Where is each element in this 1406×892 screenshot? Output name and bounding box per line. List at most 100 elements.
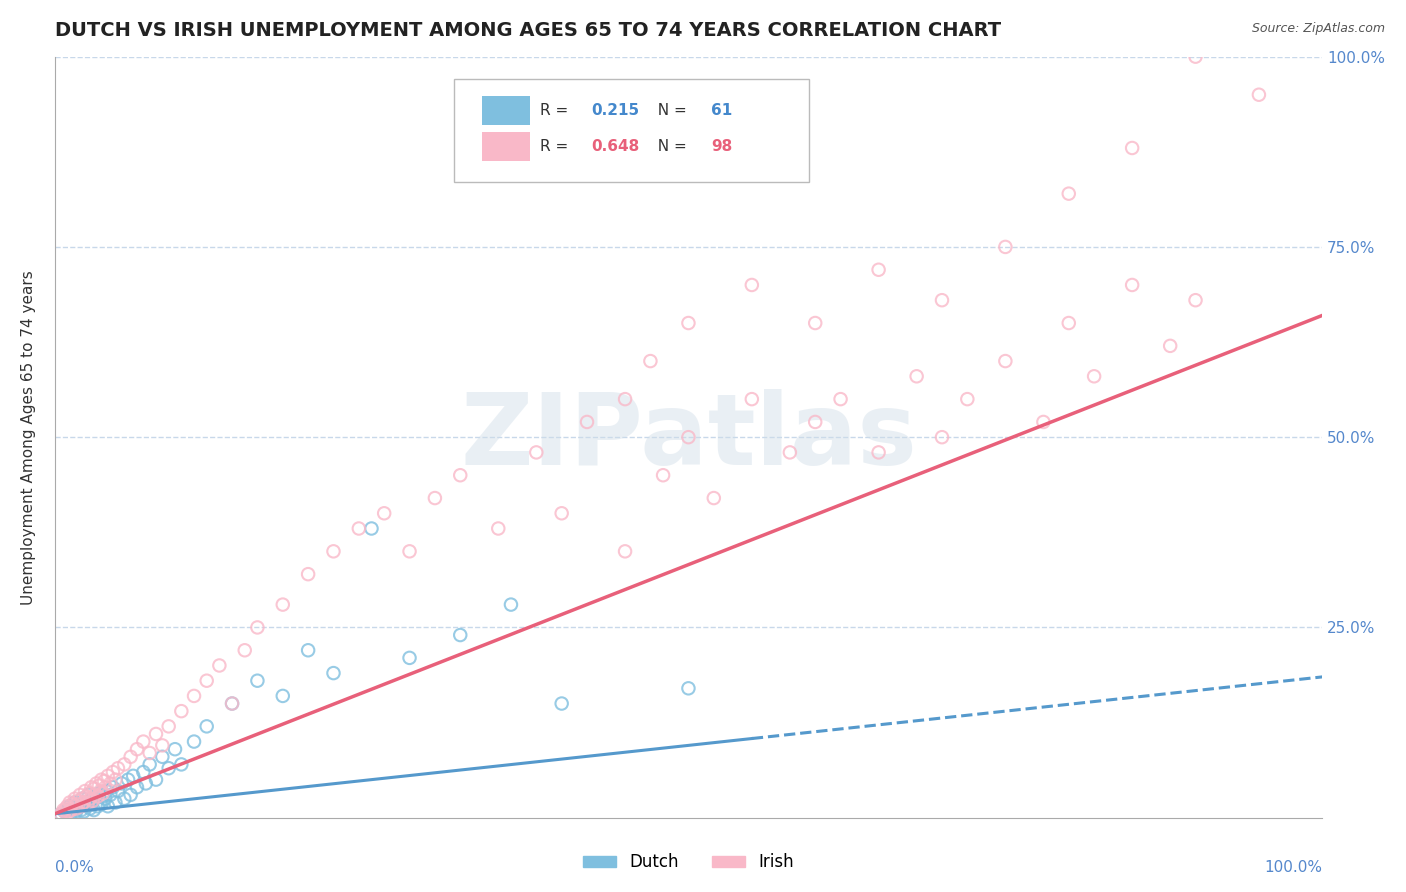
Point — [60, 797, 83, 811]
Point — [449, 628, 471, 642]
Point — [82, 794, 104, 808]
Point — [84, 788, 107, 802]
Point — [195, 719, 218, 733]
Point — [87, 786, 110, 800]
Point — [69, 799, 91, 814]
Point — [347, 521, 370, 535]
Point — [322, 666, 344, 681]
Point — [830, 392, 852, 406]
Point — [297, 567, 319, 582]
Point — [86, 776, 108, 790]
Point — [614, 392, 637, 406]
Point — [550, 697, 572, 711]
Text: 98: 98 — [711, 139, 733, 154]
Point — [271, 598, 294, 612]
Y-axis label: Unemployment Among Ages 65 to 74 years: Unemployment Among Ages 65 to 74 years — [21, 269, 35, 605]
Point — [60, 803, 83, 817]
Point — [233, 643, 256, 657]
Point — [132, 734, 155, 748]
Point — [104, 772, 127, 787]
Point — [107, 761, 129, 775]
Point — [97, 769, 120, 783]
Point — [93, 774, 115, 789]
Point — [221, 697, 243, 711]
Point — [120, 788, 142, 802]
Point — [63, 791, 86, 805]
Point — [98, 788, 121, 802]
Point — [83, 803, 105, 817]
Point — [524, 445, 547, 459]
Point — [170, 757, 193, 772]
Point — [67, 797, 90, 811]
Point — [1247, 87, 1270, 102]
Point — [157, 761, 180, 775]
Point — [84, 791, 107, 805]
Point — [297, 643, 319, 657]
Point — [77, 788, 100, 802]
Point — [112, 791, 135, 805]
Legend: Dutch, Irish: Dutch, Irish — [576, 847, 801, 878]
Point — [98, 776, 121, 790]
Point — [1159, 339, 1181, 353]
Point — [96, 784, 118, 798]
Point — [90, 772, 112, 787]
Point — [62, 803, 84, 817]
Point — [170, 704, 193, 718]
Text: 0.215: 0.215 — [591, 103, 638, 119]
Point — [956, 392, 979, 406]
Point — [449, 468, 471, 483]
Point — [117, 772, 139, 787]
Point — [550, 506, 572, 520]
Point — [111, 776, 134, 790]
Point — [678, 681, 700, 696]
Point — [82, 794, 104, 808]
Text: R =: R = — [540, 103, 574, 119]
Point — [86, 789, 108, 804]
Point — [59, 796, 82, 810]
Point — [53, 805, 76, 819]
Point — [423, 491, 446, 505]
Point — [271, 689, 294, 703]
Point — [56, 803, 79, 817]
Point — [138, 757, 160, 772]
Point — [868, 262, 890, 277]
Point — [1083, 369, 1105, 384]
Point — [79, 801, 101, 815]
Point — [652, 468, 675, 483]
Point — [94, 791, 117, 805]
Point — [97, 799, 120, 814]
Point — [246, 620, 269, 634]
Point — [132, 764, 155, 779]
Point — [183, 689, 205, 703]
Point — [65, 801, 87, 815]
Point — [678, 430, 700, 444]
Text: N =: N = — [648, 139, 692, 154]
Point — [150, 739, 173, 753]
Point — [65, 805, 87, 819]
Point — [101, 780, 124, 795]
Point — [373, 506, 395, 520]
Point — [576, 415, 599, 429]
Point — [1121, 277, 1143, 292]
Point — [80, 797, 103, 811]
Point — [741, 277, 763, 292]
Point — [91, 786, 114, 800]
Point — [87, 779, 110, 793]
Text: 0.0%: 0.0% — [55, 860, 93, 874]
Text: Source: ZipAtlas.com: Source: ZipAtlas.com — [1251, 22, 1385, 36]
Point — [398, 544, 420, 558]
Point — [905, 369, 928, 384]
Point — [76, 799, 98, 814]
Point — [1032, 415, 1054, 429]
Point — [60, 806, 83, 821]
Point — [125, 780, 148, 795]
Point — [49, 806, 72, 821]
Text: 100.0%: 100.0% — [1264, 860, 1322, 874]
Point — [1057, 186, 1080, 201]
Point — [52, 803, 75, 817]
Point — [72, 791, 94, 805]
Text: DUTCH VS IRISH UNEMPLOYMENT AMONG AGES 65 TO 74 YEARS CORRELATION CHART: DUTCH VS IRISH UNEMPLOYMENT AMONG AGES 6… — [55, 21, 1001, 40]
Point — [94, 780, 117, 795]
Point — [1184, 293, 1206, 308]
Point — [360, 521, 382, 535]
